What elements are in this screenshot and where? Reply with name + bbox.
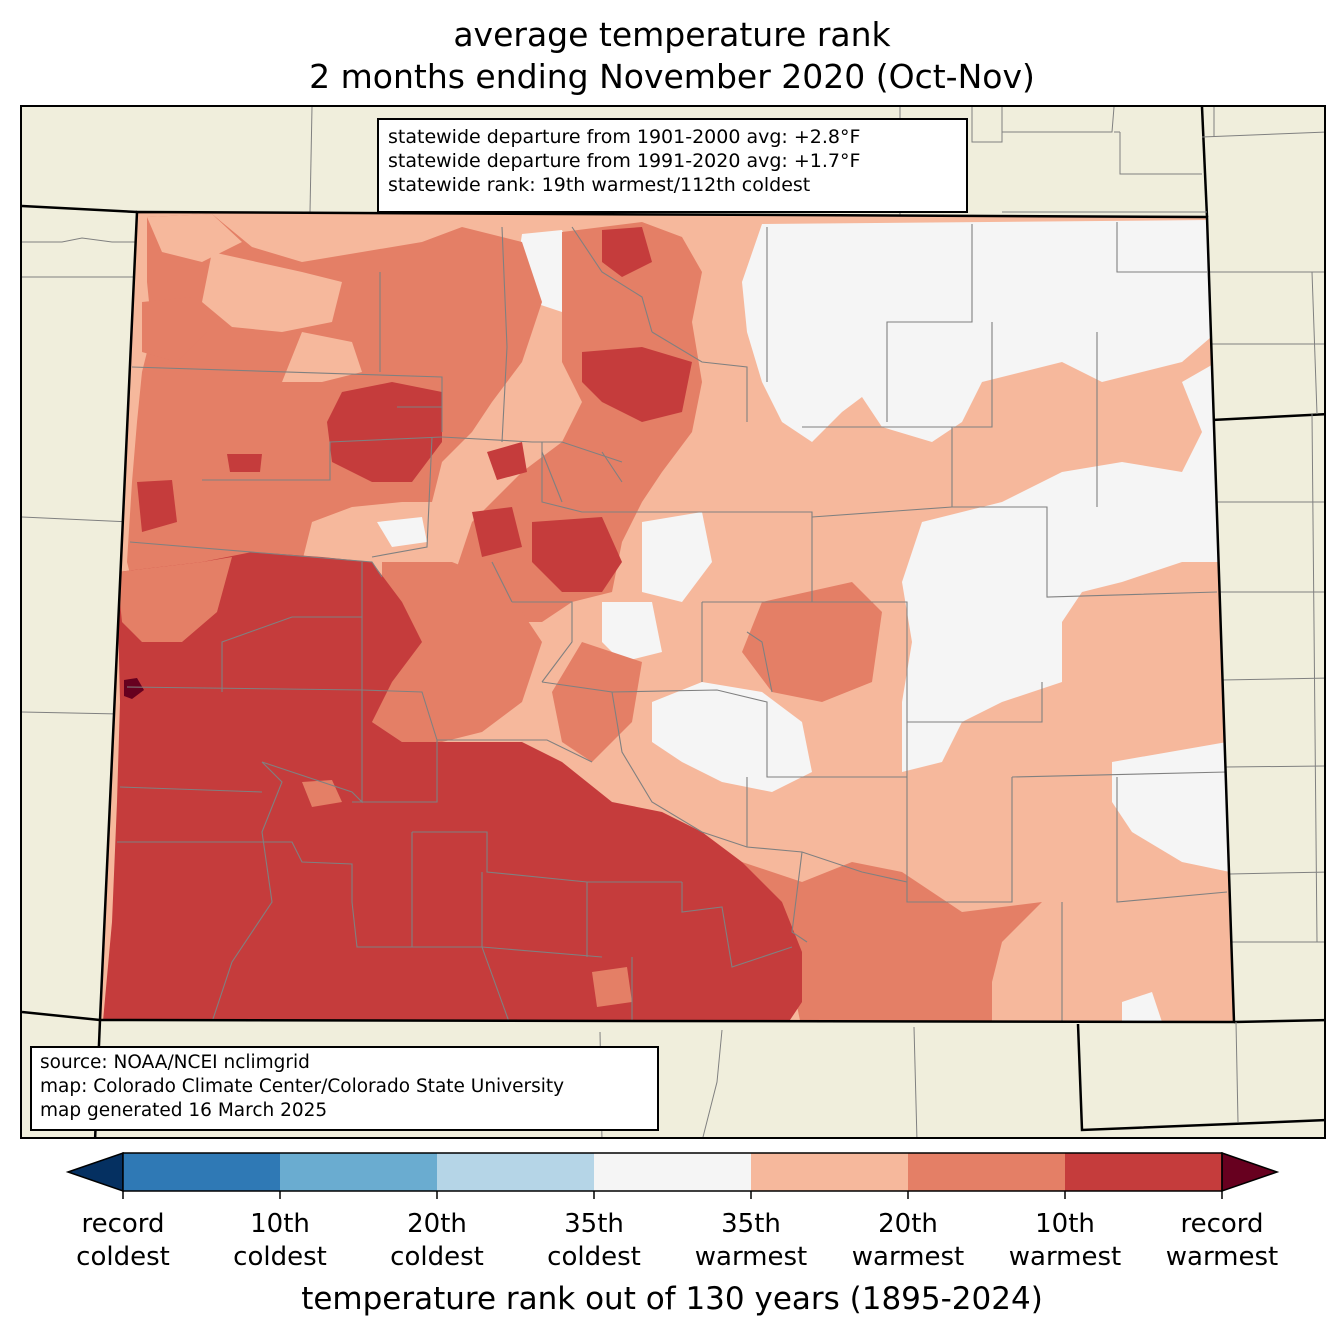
statewide-stats-box: statewide departure from 1901-2000 avg: … xyxy=(377,118,968,213)
generated-date-line: map generated 16 March 2025 xyxy=(40,1100,328,1121)
colorbar-segment-20th-warmest xyxy=(908,1153,1065,1191)
tick-label-20th-coldest: 20th coldest xyxy=(390,1209,484,1272)
map-subtitle: 2 months ending November 2020 (Oct-Nov) xyxy=(309,57,1035,96)
rank-10th-warmest-southwest xyxy=(102,552,802,1022)
tick-label-35th-coldest: 35th coldest xyxy=(547,1209,641,1272)
colorbar-title: temperature rank out of 130 years (1895-… xyxy=(301,1281,1043,1317)
colorbar-segment-35th-coldest xyxy=(437,1153,594,1191)
colorbar xyxy=(65,1151,1280,1199)
colorbar-segment-10th-warmest xyxy=(1065,1153,1222,1191)
departure-1901-2000: statewide departure from 1901-2000 avg: … xyxy=(388,126,861,148)
source-box: source: NOAA/NCEI nclimgrid map: Colorad… xyxy=(30,1046,659,1131)
colorado-county-lines xyxy=(117,222,1228,1022)
rank-near-normal-northeast xyxy=(742,220,1217,442)
map-credit-line: map: Colorado Climate Center/Colorado St… xyxy=(40,1076,565,1097)
colorbar-segment-record-warmest xyxy=(1221,1151,1280,1193)
colorado-border xyxy=(98,210,1236,1024)
colorado-rank-map xyxy=(22,107,1324,1137)
colorbar-segment-10th-coldest xyxy=(123,1153,280,1191)
source-line: source: NOAA/NCEI nclimgrid xyxy=(40,1052,310,1073)
tick-label-10th-coldest: 10th coldest xyxy=(233,1209,327,1272)
rank-20th-warmest-southeast xyxy=(742,862,1042,1022)
map-panel xyxy=(20,105,1326,1139)
colorbar-segment-20th-coldest xyxy=(280,1153,437,1191)
neighbor-county-lines xyxy=(22,107,1324,1137)
colorbar-segment-record-coldest xyxy=(65,1151,124,1193)
tick-label-record-warmest: record warmest xyxy=(1165,1209,1279,1272)
tick-label-20th-warmest: 20th warmest xyxy=(851,1209,965,1272)
map-title: average temperature rank xyxy=(453,15,891,54)
colorbar-segment-35th-warmest xyxy=(751,1153,908,1191)
rank-near-normal-east xyxy=(902,362,1222,772)
state-borders xyxy=(22,107,1324,1137)
tick-label-10th-warmest: 10th warmest xyxy=(1008,1209,1122,1272)
tick-label-record-coldest: record coldest xyxy=(76,1209,170,1272)
colorbar-ticks xyxy=(122,1191,1223,1199)
colorbar-legend xyxy=(0,1140,1344,1337)
rank-fill xyxy=(100,212,1234,1022)
colorbar-segment-near-normal xyxy=(594,1153,751,1191)
rank-record-warmest-spot xyxy=(124,678,144,699)
statewide-rank: statewide rank: 19th warmest/112th colde… xyxy=(388,174,811,196)
tick-label-35th-warmest: 35th warmest xyxy=(694,1209,808,1272)
rank-20th-warmest-spot xyxy=(742,582,882,702)
departure-1991-2020: statewide departure from 1991-2020 avg: … xyxy=(388,150,861,172)
rank-near-normal-southcentral xyxy=(652,682,812,792)
